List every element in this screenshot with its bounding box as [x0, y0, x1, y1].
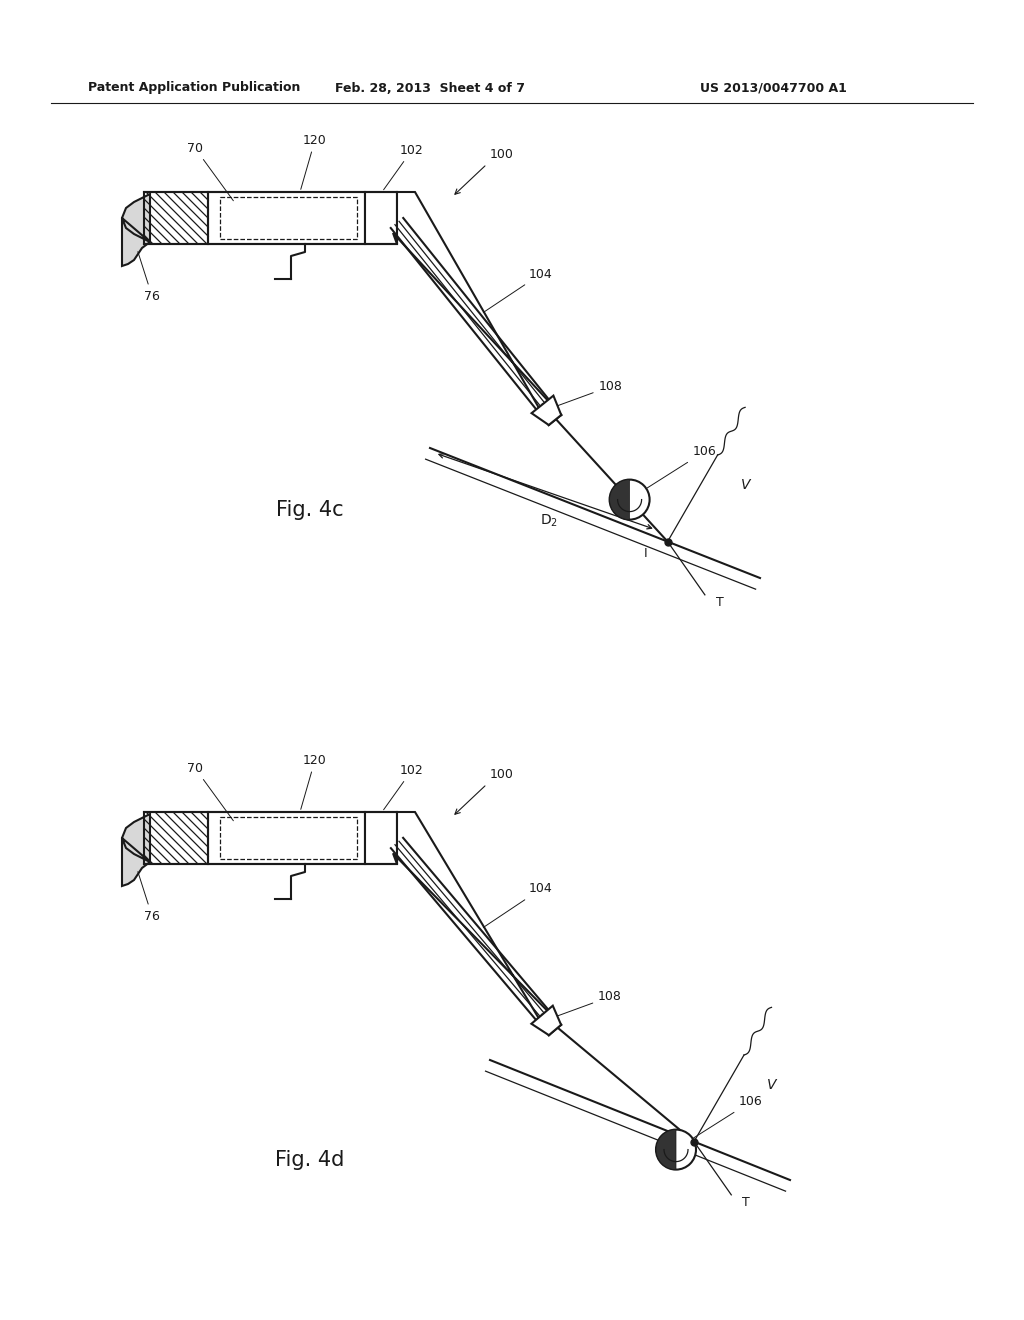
Polygon shape — [656, 1130, 676, 1170]
Circle shape — [609, 479, 649, 520]
Text: US 2013/0047700 A1: US 2013/0047700 A1 — [700, 82, 847, 95]
Polygon shape — [393, 191, 561, 425]
Text: I: I — [670, 1147, 674, 1160]
Polygon shape — [144, 812, 208, 865]
Text: 120: 120 — [301, 754, 327, 809]
Polygon shape — [609, 479, 630, 520]
Text: V: V — [767, 1078, 777, 1092]
Text: V: V — [740, 478, 751, 492]
Text: T: T — [716, 597, 724, 610]
Polygon shape — [208, 812, 365, 865]
Polygon shape — [393, 812, 561, 1035]
Text: 104: 104 — [483, 883, 553, 928]
Text: T: T — [742, 1196, 751, 1209]
Text: Fig. 4d: Fig. 4d — [275, 1150, 345, 1170]
Text: 108: 108 — [550, 990, 622, 1019]
Polygon shape — [365, 812, 397, 865]
Text: 102: 102 — [384, 144, 424, 190]
Polygon shape — [365, 191, 397, 244]
Text: 102: 102 — [384, 763, 424, 809]
Text: 76: 76 — [138, 252, 160, 302]
Text: 108: 108 — [550, 380, 623, 408]
Text: I: I — [644, 546, 647, 560]
Polygon shape — [122, 194, 150, 267]
Text: D$_2$: D$_2$ — [540, 512, 558, 529]
Text: Fig. 4c: Fig. 4c — [276, 500, 344, 520]
Polygon shape — [531, 396, 561, 425]
Text: 76: 76 — [138, 871, 160, 923]
Polygon shape — [144, 191, 208, 244]
Text: 70: 70 — [187, 762, 233, 821]
Polygon shape — [208, 191, 365, 244]
Text: 100: 100 — [490, 148, 514, 161]
Circle shape — [656, 1130, 696, 1170]
Text: Patent Application Publication: Patent Application Publication — [88, 82, 300, 95]
Text: 104: 104 — [483, 268, 553, 313]
Text: 106: 106 — [647, 445, 717, 488]
Text: 100: 100 — [490, 767, 514, 780]
Text: 106: 106 — [693, 1096, 763, 1138]
Text: 120: 120 — [301, 133, 327, 189]
Text: 70: 70 — [187, 141, 233, 201]
Polygon shape — [122, 814, 150, 886]
Polygon shape — [531, 1006, 561, 1035]
Text: Feb. 28, 2013  Sheet 4 of 7: Feb. 28, 2013 Sheet 4 of 7 — [335, 82, 525, 95]
